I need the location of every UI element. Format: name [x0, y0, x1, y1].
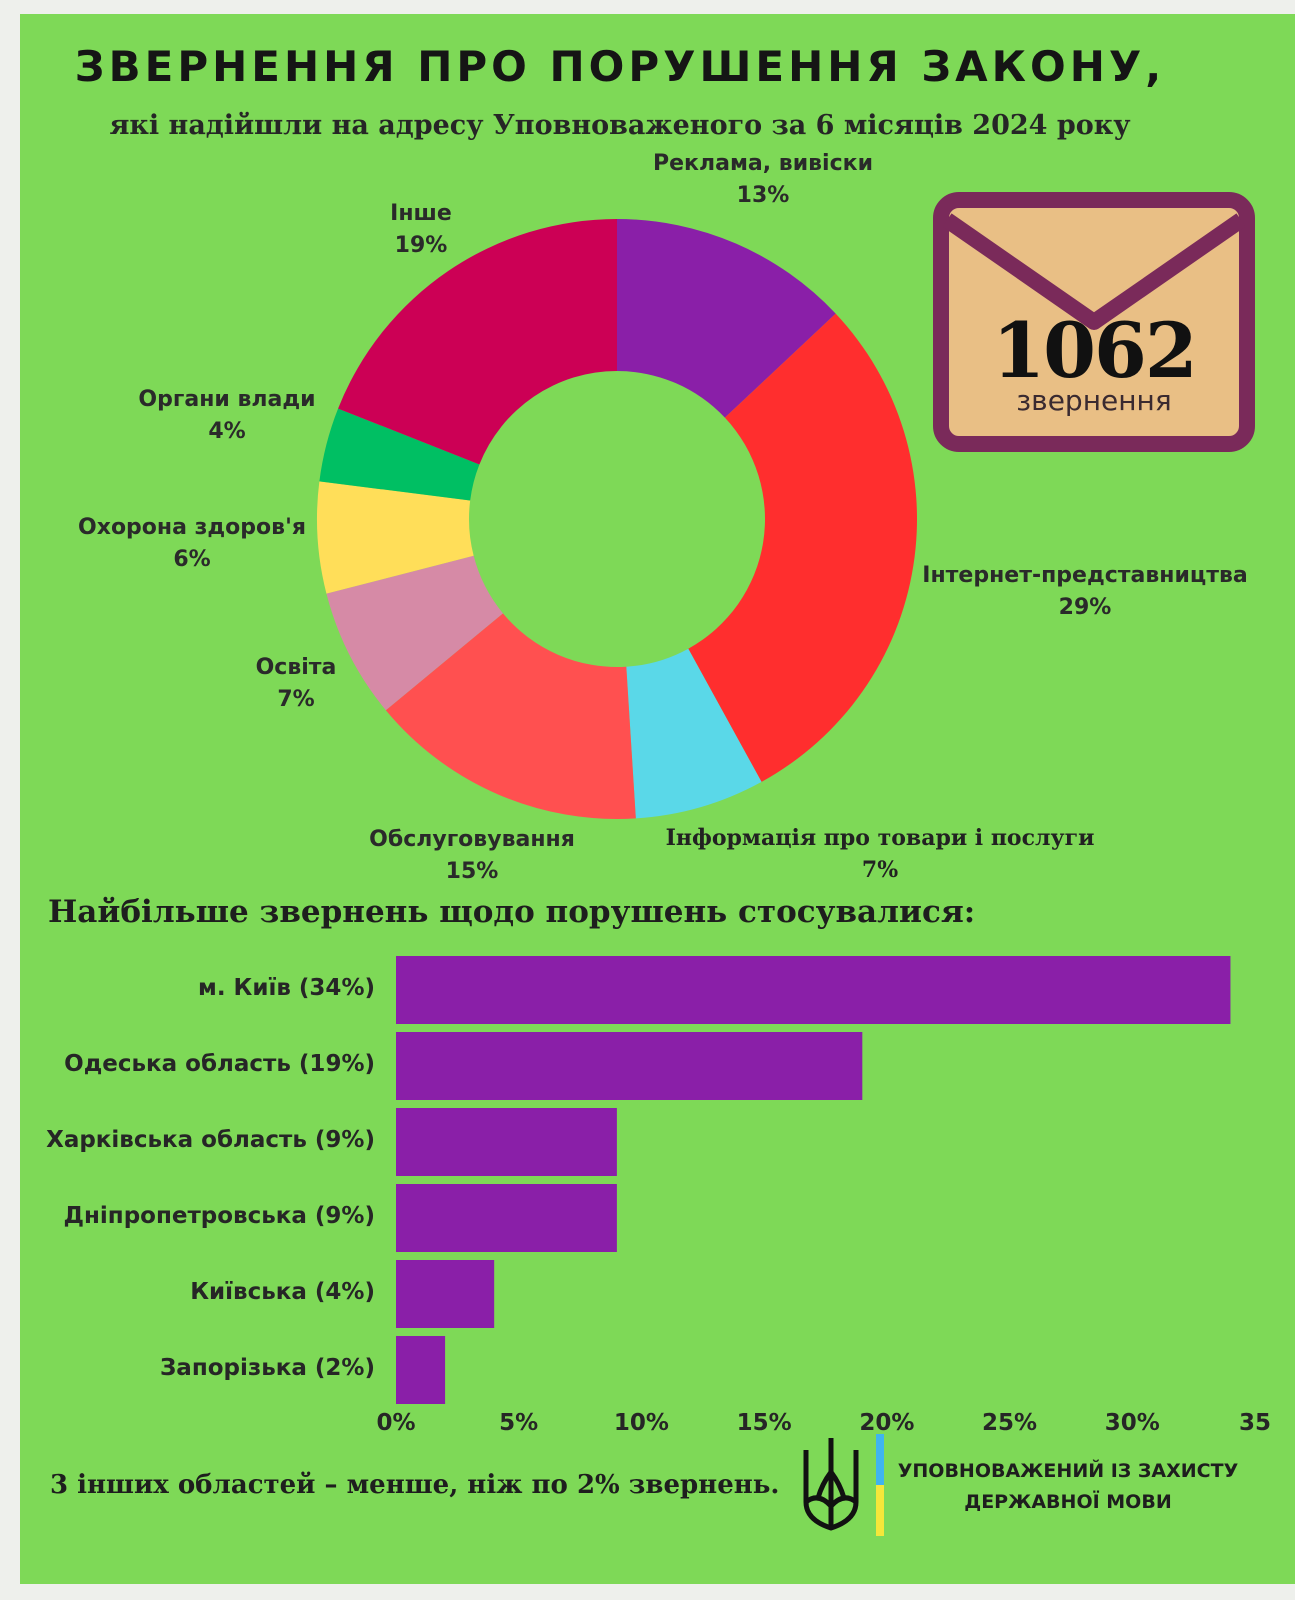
bar-label-2: Харківська область (9%): [46, 1127, 375, 1153]
bar-label-3: Дніпропетровська (9%): [63, 1203, 375, 1229]
slice-label-ads: Реклама, вивіски 13%: [653, 151, 873, 208]
x-tick-3: 15%: [736, 1410, 792, 1436]
footnote: 3 інших областей – менше, ніж по 2% звер…: [50, 1470, 780, 1500]
x-tick-0: 0%: [376, 1410, 416, 1436]
bar-label-1: Одеська область (19%): [64, 1051, 375, 1077]
donut-chart: [317, 219, 917, 819]
bar-chart: [396, 956, 1231, 1404]
x-tick-5: 25%: [982, 1410, 1038, 1436]
slice-label-product-info: Інформація про товари і послуги 7%: [665, 825, 1095, 883]
bar-0: [396, 956, 1231, 1024]
bar-3: [396, 1184, 617, 1252]
x-tick-1: 5%: [499, 1410, 539, 1436]
bar-5: [396, 1336, 446, 1404]
donut-slice-7: [338, 219, 617, 465]
donut-slice-6: [319, 408, 480, 501]
donut-slice-1: [688, 313, 917, 782]
envelope-icon: [933, 192, 1255, 452]
bar-label-4: Київська (4%): [190, 1279, 375, 1305]
donut-slice-0: [617, 219, 836, 418]
organization-name: УПОВНОВАЖЕНИЙ ІЗ ЗАХИСТУ ДЕРЖАВНОЇ МОВИ: [897, 1460, 1239, 1513]
bar-2: [396, 1108, 617, 1176]
slice-label-internet: Інтернет-представництва 29%: [922, 563, 1248, 620]
slice-label-other: Інше 19%: [390, 201, 452, 258]
page-title: ЗВЕРНЕННЯ ПРО ПОРУШЕННЯ ЗАКОНУ,: [74, 42, 1166, 91]
slice-label-authorities: Органи влади 4%: [138, 387, 316, 444]
slice-label-education: Освіта 7%: [255, 655, 337, 712]
bar-1: [396, 1032, 863, 1100]
bar-4: [396, 1260, 495, 1328]
flag-stripe: [876, 1434, 884, 1536]
donut-slice-2: [626, 648, 762, 819]
page-subtitle: які надійшли на адресу Уповноваженого за…: [109, 110, 1131, 141]
donut-slice-4: [326, 555, 503, 711]
bar-label-5: Запорізька (2%): [159, 1355, 375, 1381]
slice-label-health: Охорона здоров'я 6%: [78, 515, 306, 572]
total-count-label: звернення: [1016, 384, 1172, 417]
x-tick-2: 10%: [613, 1410, 669, 1436]
slice-label-service: Обслуговування 15%: [369, 827, 575, 884]
total-count: 1062: [992, 306, 1198, 395]
x-tick-7: 35: [1238, 1410, 1272, 1436]
donut-slice-3: [385, 613, 636, 819]
bar-label-0: м. Київ (34%): [198, 975, 375, 1001]
donut-slice-5: [317, 481, 474, 594]
infographic: ЗВЕРНЕННЯ ПРО ПОРУШЕННЯ ЗАКОНУ, які наді…: [20, 14, 1295, 1584]
x-tick-6: 30%: [1104, 1410, 1160, 1436]
x-tick-4: 20%: [859, 1410, 915, 1436]
bar-chart-title: Найбільше звернень щодо порушень стосува…: [48, 894, 976, 930]
trident-icon: [803, 1438, 859, 1531]
